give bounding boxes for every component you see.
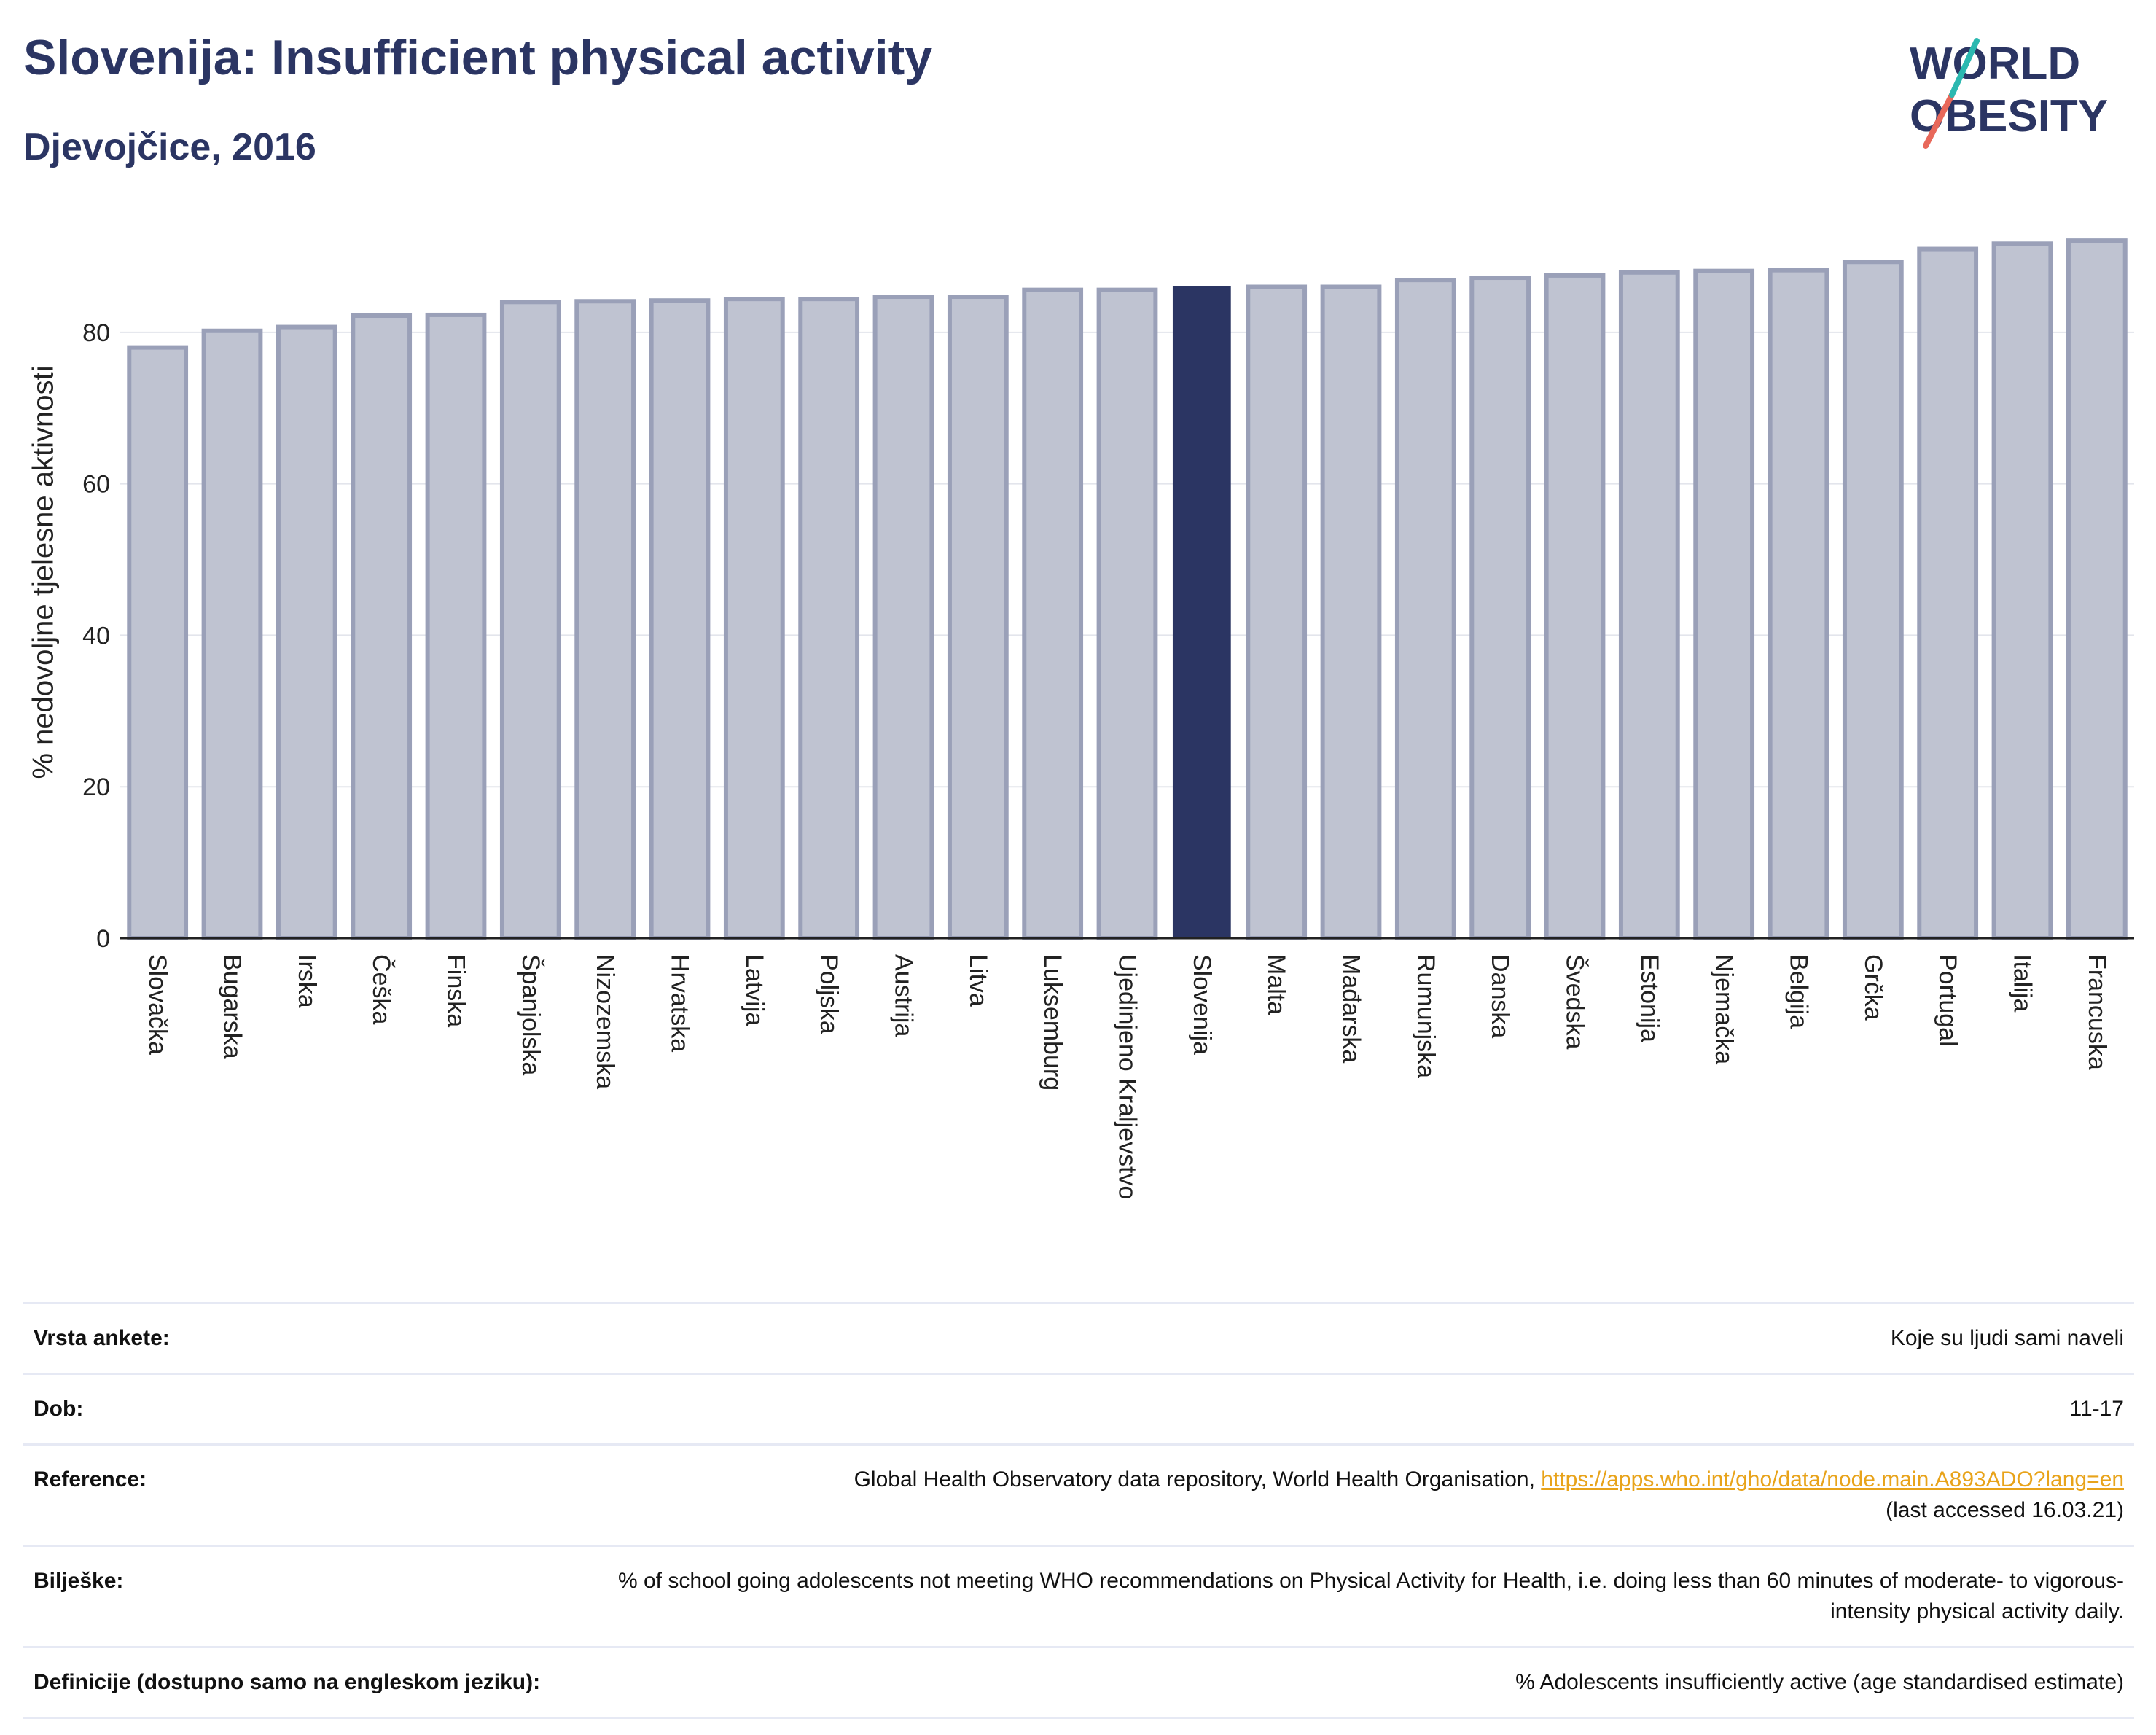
bar <box>1618 270 1680 940</box>
metadata-row: Vrsta ankete: Koje su ljudi sami naveli <box>23 1302 2134 1373</box>
y-tick-label: 40 <box>82 622 110 650</box>
y-tick-label: 20 <box>82 773 110 801</box>
x-tick-label: Latvija <box>741 954 768 1026</box>
x-tick-label: Francuska <box>2083 954 2111 1070</box>
metadata-label: Reference: <box>34 1467 147 1492</box>
x-tick-label: Švedska <box>1561 954 1589 1049</box>
bar <box>276 324 337 941</box>
metadata-label: Vrsta ankete: <box>34 1326 170 1350</box>
metadata-label: Definicije (dostupno samo na engleskom j… <box>34 1670 541 1694</box>
chart-subtitle: Djevojčice, 2016 <box>23 126 316 168</box>
bar <box>1394 278 1456 940</box>
bar <box>649 298 711 941</box>
bar <box>351 313 413 940</box>
reference-link[interactable]: https://apps.who.int/gho/data/node.main.… <box>1541 1467 2124 1492</box>
metadata-row: Reference: Global Health Observatory data… <box>23 1443 2134 1545</box>
svg-text:WORLD: WORLD <box>1910 39 2080 89</box>
x-tick-label: Austrija <box>890 954 918 1037</box>
bar <box>574 299 636 941</box>
bar <box>201 328 263 940</box>
x-tick-label: Poljska <box>815 954 843 1034</box>
x-tick-label: Estonija <box>1636 954 1663 1042</box>
x-tick-label: Češka <box>367 954 395 1024</box>
x-tick-label: Njemačka <box>1710 954 1738 1064</box>
bar <box>127 345 189 941</box>
bar <box>1991 241 2053 940</box>
metadata-value: Koje su ljudi sami naveli <box>1890 1326 2124 1350</box>
metadata-table: Vrsta ankete: Koje su ljudi sami naveli Do… <box>23 1302 2134 1719</box>
bar-chart: 0 20 40 60 80 Slovačka Bugarska Irska Češka Finsk… <box>82 238 2134 1199</box>
world-obesity-logo: WORLD OBESITY <box>1910 38 2108 149</box>
x-tick-label: Španjolska <box>517 954 544 1075</box>
bar <box>947 295 1009 940</box>
metadata-row: Definicije (dostupno samo na engleskom j… <box>23 1646 2134 1719</box>
x-tick-label: Luksemburg <box>1039 954 1066 1091</box>
chart-title: Slovenija: Insufficient physical activit… <box>23 30 933 85</box>
bar <box>1842 260 1904 941</box>
bar <box>872 295 934 940</box>
bar <box>1544 273 1606 940</box>
y-tick-label: 0 <box>96 925 110 953</box>
bar <box>1320 284 1382 940</box>
bar <box>1022 287 1084 940</box>
x-tick-label: Slovačka <box>144 954 171 1055</box>
metadata-row: Dob: 11-17 <box>23 1373 2134 1443</box>
x-tick-label: Malta <box>1262 954 1290 1015</box>
bar <box>1768 268 1829 940</box>
x-tick-label: Hrvatska <box>666 954 694 1052</box>
y-tick-label: 60 <box>82 471 110 499</box>
x-tick-label: Slovenija <box>1188 954 1216 1055</box>
metadata-label: Dob: <box>34 1397 84 1421</box>
x-tick-label: Belgija <box>1785 954 1813 1029</box>
x-tick-label: Irska <box>293 954 321 1008</box>
bar <box>2066 238 2128 941</box>
y-tick-label: 80 <box>82 319 110 347</box>
metadata-value: % of school going adolescents not meetin… <box>617 1569 2124 1623</box>
metadata-row: Bilješke: % of school going adolescents n… <box>23 1545 2134 1646</box>
bar <box>1693 268 1755 940</box>
bar <box>1096 287 1158 940</box>
x-tick-label: Ujedinjeno Kraljevstvo <box>1114 954 1141 1199</box>
bar <box>499 300 561 940</box>
metadata-value: Global Health Observatory data repositor… <box>854 1467 2124 1522</box>
x-tick-label: Nizozemska <box>591 954 619 1089</box>
x-tick-label: Rumunjska <box>1412 954 1440 1078</box>
x-tick-label: Danska <box>1486 954 1514 1038</box>
bar <box>1917 246 1979 940</box>
bar <box>1469 276 1531 940</box>
metadata-label: Bilješke: <box>34 1569 124 1593</box>
x-tick-label: Mađarska <box>1337 954 1365 1063</box>
bar <box>1172 286 1231 939</box>
x-tick-label: Bugarska <box>219 954 246 1059</box>
metadata-value: 11-17 <box>2069 1397 2124 1421</box>
x-tick-label: Finska <box>442 954 470 1027</box>
bar <box>425 312 487 941</box>
metadata-value: % Adolescents insufficiently active (age… <box>1515 1670 2124 1694</box>
bar <box>798 297 860 940</box>
x-tick-label: Grčka <box>1859 954 1887 1021</box>
x-tick-label: Portugal <box>1934 954 1961 1047</box>
x-tick-label: Italija <box>2009 954 2036 1012</box>
bar <box>723 297 785 940</box>
x-tick-label: Litva <box>964 954 992 1007</box>
bar <box>1246 284 1308 940</box>
